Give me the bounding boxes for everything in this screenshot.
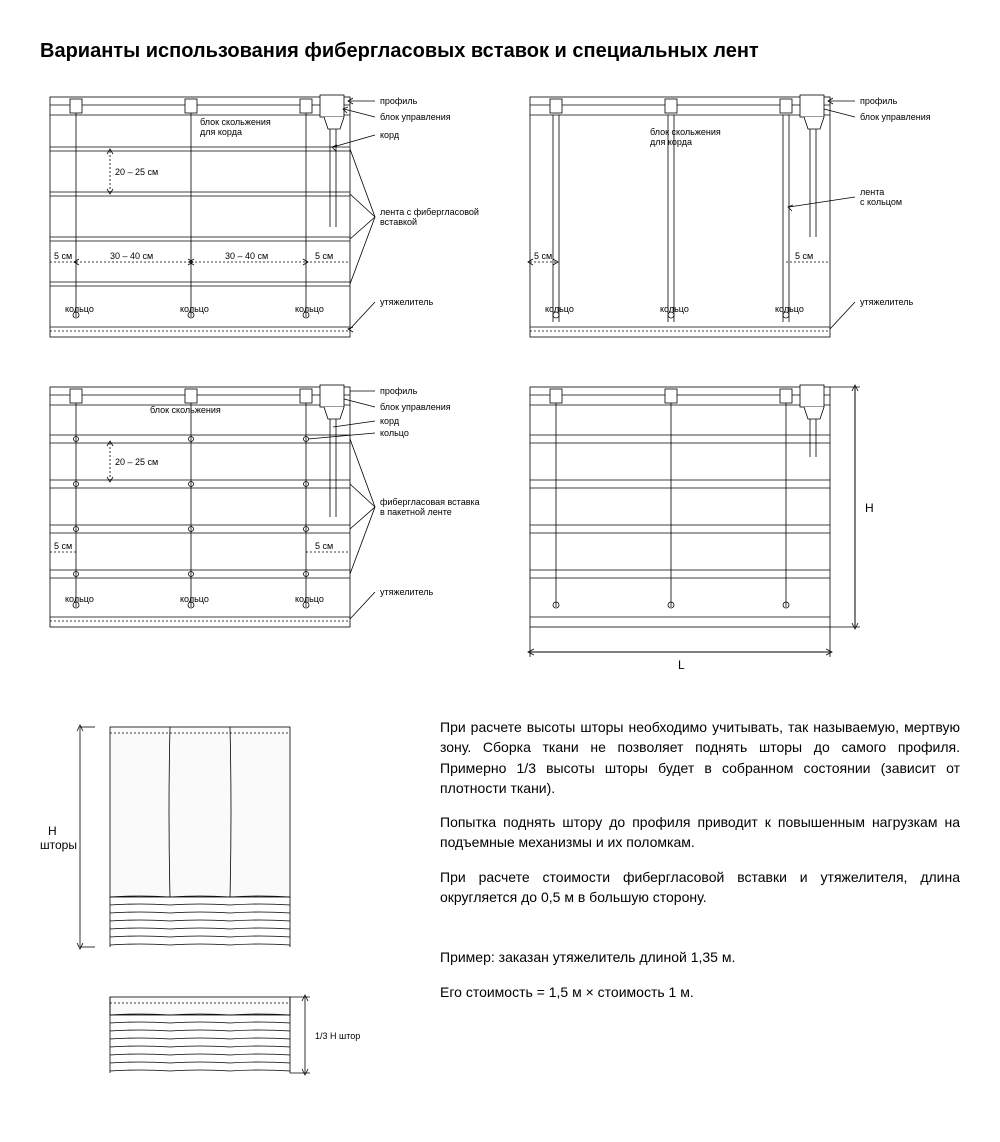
ring-3: кольцо (295, 304, 324, 314)
svg-text:блок управления: блок управления (860, 112, 931, 122)
diagram-1: 20 – 25 см 30 – 40 см 30 – 40 см 5 см 5 … (40, 87, 480, 347)
description-text: При расчете высоты шторы необходимо учит… (440, 717, 960, 1102)
page-title: Варианты использования фибергласовых вст… (40, 40, 960, 63)
ring-1: кольцо (65, 304, 94, 314)
cl-control: блок управления (380, 112, 451, 122)
cl-cord: корд (380, 130, 400, 140)
svg-text:5 см: 5 см (315, 541, 333, 551)
svg-text:кольцо: кольцо (660, 304, 689, 314)
cl-profile: профиль (380, 96, 418, 106)
dim-30-40-1: 30 – 40 см (110, 251, 153, 261)
paragraph-5: Его стоимость = 1,5 м × стоимость 1 м. (440, 982, 960, 1002)
dim-H: H (865, 501, 874, 515)
paragraph-3: При расчете стоимости фибергласовой вста… (440, 867, 960, 908)
svg-text:кольцо: кольцо (775, 304, 804, 314)
svg-text:кольцо: кольцо (180, 594, 209, 604)
ring-2: кольцо (180, 304, 209, 314)
svg-text:блок управления: блок управления (380, 402, 451, 412)
dim-5-2: 5 см (315, 251, 333, 261)
dim-H-curtain-2: шторы (40, 838, 77, 852)
paragraph-1: При расчете высоты шторы необходимо учит… (440, 717, 960, 798)
svg-text:фибергласовая вставка: фибергласовая вставка (380, 497, 480, 507)
curtain-sketches: H шторы 1/3 H шторы (40, 717, 380, 1102)
svg-text:5 см: 5 см (534, 251, 552, 261)
cl-tape-fiber-2: вставкой (380, 217, 417, 227)
svg-text:корд: корд (380, 416, 400, 426)
svg-text:утяжелитель: утяжелитель (860, 297, 913, 307)
svg-text:утяжелитель: утяжелитель (380, 587, 433, 597)
diagram-3: 20 – 25 см 5 см 5 см кольцо кольцо кольц… (40, 377, 480, 677)
svg-text:профиль: профиль (860, 96, 898, 106)
svg-text:профиль: профиль (380, 386, 418, 396)
svg-text:блок скольжения: блок скольжения (150, 405, 221, 415)
dim-L: L (678, 658, 685, 672)
svg-text:кольцо: кольцо (295, 594, 324, 604)
dim-third-H: 1/3 H шторы (315, 1031, 360, 1041)
svg-text:кольцо: кольцо (545, 304, 574, 314)
dim-5-1: 5 см (54, 251, 72, 261)
svg-text:для корда: для корда (650, 137, 692, 147)
slide-block-cord-2: для корда (200, 127, 242, 137)
svg-text:кольцо: кольцо (380, 428, 409, 438)
diagram-4: H L (520, 377, 960, 677)
dim-20-25: 20 – 25 см (115, 167, 158, 177)
dim-30-40-2: 30 – 40 см (225, 251, 268, 261)
svg-text:в пакетной ленте: в пакетной ленте (380, 507, 452, 517)
diagram-2: 5 см 5 см кольцо кольцо кольцо блок скол… (520, 87, 960, 347)
svg-text:лента: лента (860, 187, 884, 197)
paragraph-2: Попытка поднять штору до профиля приводи… (440, 812, 960, 853)
dim-H-curtain-1: H (48, 824, 57, 838)
svg-text:блок скольжения: блок скольжения (650, 127, 721, 137)
svg-text:20 – 25 см: 20 – 25 см (115, 457, 158, 467)
paragraph-4: Пример: заказан утяжелитель длиной 1,35 … (440, 947, 960, 967)
svg-text:с кольцом: с кольцом (860, 197, 902, 207)
svg-text:кольцо: кольцо (65, 594, 94, 604)
svg-text:5 см: 5 см (54, 541, 72, 551)
cl-tape-fiber-1: лента с фибергласовой (380, 207, 479, 217)
cl-weight: утяжелитель (380, 297, 433, 307)
svg-text:5 см: 5 см (795, 251, 813, 261)
slide-block-cord-1: блок скольжения (200, 117, 271, 127)
